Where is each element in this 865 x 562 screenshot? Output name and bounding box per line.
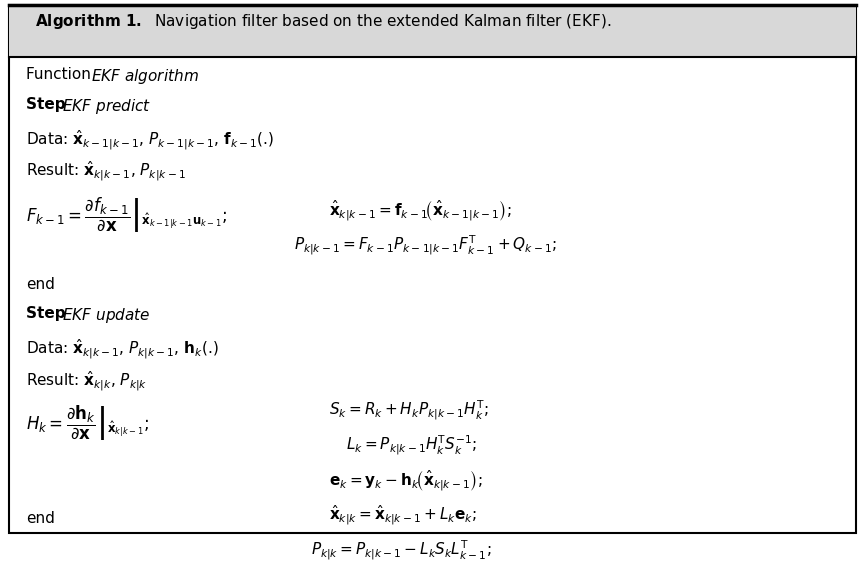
Text: Data: $\hat{\mathbf{x}}_{k|k-1}$, $P_{k|k-1}$, $\mathbf{h}_{k}$(.): Data: $\hat{\mathbf{x}}_{k|k-1}$, $P_{k|… <box>26 338 219 361</box>
Text: $\it{EKF\ algorithm}$: $\it{EKF\ algorithm}$ <box>91 67 199 87</box>
Text: $\it{EKF\ predict}$: $\it{EKF\ predict}$ <box>62 97 151 116</box>
Text: $\it{EKF\ update}$: $\it{EKF\ update}$ <box>62 306 151 325</box>
Text: $H_k = \left.\dfrac{\partial \mathbf{h}_k}{\partial \mathbf{x}}\right|_{\hat{\ma: $H_k = \left.\dfrac{\partial \mathbf{h}_… <box>26 404 149 443</box>
Text: $S_k = R_k + H_k P_{k|k-1} H_k^{\mathrm{T}}$;: $S_k = R_k + H_k P_{k|k-1} H_k^{\mathrm{… <box>329 398 488 422</box>
FancyBboxPatch shape <box>9 6 856 57</box>
Text: Data: $\hat{\mathbf{x}}_{k-1|k-1}$, $P_{k-1|k-1}$, $\mathbf{f}_{k-1}$(.): Data: $\hat{\mathbf{x}}_{k-1|k-1}$, $P_{… <box>26 128 274 152</box>
Text: $\hat{\mathbf{x}}_{k|k} = \hat{\mathbf{x}}_{k|k-1} + L_k \mathbf{e}_k$;: $\hat{\mathbf{x}}_{k|k} = \hat{\mathbf{x… <box>329 504 477 527</box>
Text: Result: $\hat{\mathbf{x}}_{k|k}$, $P_{k|k}$: Result: $\hat{\mathbf{x}}_{k|k}$, $P_{k|… <box>26 369 147 393</box>
Text: $F_{k-1} = \left.\dfrac{\partial f_{k-1}}{\partial \mathbf{x}}\right|_{\hat{\mat: $F_{k-1} = \left.\dfrac{\partial f_{k-1}… <box>26 196 227 235</box>
Text: $L_k = P_{k|k-1} H_k^{\mathrm{T}} S_k^{-1}$;: $L_k = P_{k|k-1} H_k^{\mathrm{T}} S_k^{-… <box>346 433 477 457</box>
FancyBboxPatch shape <box>9 6 856 533</box>
Text: end: end <box>26 511 54 527</box>
Text: end: end <box>26 277 54 292</box>
Text: $P_{k|k-1} = F_{k-1}P_{k-1|k-1}F_{k-1}^{\mathrm{T}} + Q_{k-1}$;: $P_{k|k-1} = F_{k-1}P_{k-1|k-1}F_{k-1}^{… <box>294 234 557 257</box>
Text: $P_{k|k} = P_{k|k-1} - L_k S_k L_{k-1}^{\mathrm{T}}$;: $P_{k|k} = P_{k|k-1} - L_k S_k L_{k-1}^{… <box>311 538 492 562</box>
Text: $\mathbf{e}_k = \mathbf{y}_k - \mathbf{h}_k\!\left(\hat{\mathbf{x}}_{k|k-1}\righ: $\mathbf{e}_k = \mathbf{y}_k - \mathbf{h… <box>329 468 482 493</box>
Text: Result: $\hat{\mathbf{x}}_{k|k-1}$, $P_{k|k-1}$: Result: $\hat{\mathbf{x}}_{k|k-1}$, $P_{… <box>26 160 186 183</box>
Text: Step: Step <box>26 306 71 321</box>
Text: $\hat{\mathbf{x}}_{k|k-1} = \mathbf{f}_{k-1}\!\left(\hat{\mathbf{x}}_{k-1|k-1}\r: $\hat{\mathbf{x}}_{k|k-1} = \mathbf{f}_{… <box>329 199 511 223</box>
Text: Function: Function <box>26 67 96 82</box>
Text: $\bf{Algorithm\ 1.}$  Navigation filter based on the extended Kalman filter (EKF: $\bf{Algorithm\ 1.}$ Navigation filter b… <box>35 12 611 31</box>
Text: Step: Step <box>26 97 71 112</box>
